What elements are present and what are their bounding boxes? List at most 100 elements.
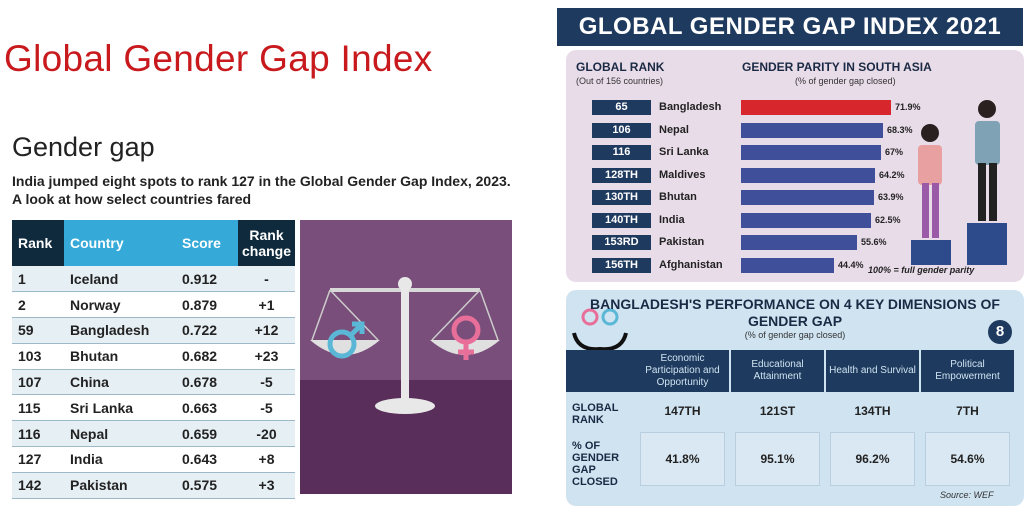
gender-gap-subtitle: India jumped eight spots to rank 127 in … [12,173,511,207]
country-label: Bangladesh [659,101,722,113]
col-header-rank-change: Rank change [238,220,295,266]
score-cell: 0.678 [176,369,238,396]
gap-closed-cell [925,432,1010,486]
rank-badge: 106 [592,122,651,138]
table-row: 116 Nepal 0.659 -20 [12,420,295,448]
bar-value-label: 55.6% [861,237,887,247]
country-cell: Nepal [64,420,176,448]
country-cell: China [64,369,176,396]
score-cell: 0.722 [176,317,238,344]
country-label: Afghanistan [659,258,723,271]
country-label: Sri Lanka [659,146,709,158]
global-rank-label: GLOBAL RANK [576,60,665,74]
country-label: Maldives [659,168,706,181]
country-label: India [659,213,685,226]
global-rank-value: 7TH [956,404,979,418]
rank-badge: 140TH [592,212,651,228]
dimension-header: Political Empowerment [921,350,1014,392]
rank-cell: 115 [12,394,64,422]
gap-closed-cell [830,432,915,486]
score-cell: 0.643 [176,446,238,473]
infographic-header: GLOBAL GENDER GAP INDEX 2021 [557,8,1023,46]
rank-badge: 153RD [592,235,651,250]
gap-closed-value: 96.2% [855,452,890,466]
col-header-score: Score [176,220,238,266]
table-row: 107 China 0.678 -5 [12,369,295,396]
rank-change-cell: +3 [238,472,295,499]
rank-badge: 116 [592,145,651,160]
gap-closed-value: 95.1% [760,452,795,466]
gap-closed-value: 54.6% [950,452,985,466]
parity-note: 100% = full gender parity [868,265,975,275]
gap-closed-value: 41.8% [665,452,700,466]
parity-label: GENDER PARITY IN SOUTH ASIA [742,60,932,74]
bar-value-label: 67% [885,147,904,157]
global-rank-sub: (Out of 156 countries) [576,76,664,86]
people-illustration [911,100,1007,265]
source-note: Source: WEF [940,490,994,500]
parity-bar [741,212,871,228]
score-cell: 0.682 [176,343,238,370]
bar-value-label: 63.9% [878,192,904,202]
table-row: 127 India 0.643 +8 [12,446,295,473]
rank-change-cell: -5 [238,394,295,422]
score-cell: 0.575 [176,472,238,499]
male-symbol-icon [327,321,365,359]
rank-badge: 130TH [592,190,651,205]
global-rank-value: 134TH [854,404,891,418]
scale-illustration [300,220,512,494]
gap-closed-cell [735,432,820,486]
global-rank-value: 121ST [759,404,796,418]
parity-bar [741,167,875,183]
rank-badge: 65 [592,100,651,115]
rank-table: Rank Country Score Rank change 1 Iceland 0… [12,220,295,499]
rank-cell: 142 [12,472,64,499]
col-header-rank: Rank [12,220,64,266]
row-label-global-rank: GLOBAL RANK [572,402,619,426]
table-corner [566,350,636,392]
rank-cell: 59 [12,317,64,344]
parity-bar [741,100,891,115]
bar-value-label: 71.9% [895,102,921,112]
country-label: Bhutan [659,191,697,203]
row-label-gap-closed: % OF GENDER GAP CLOSED [572,440,620,488]
table-row: 103 Bhutan 0.682 +23 [12,343,295,370]
rank-change-cell: +12 [238,317,295,344]
rank-cell: 116 [12,420,64,448]
table-row: 142 Pakistan 0.575 +3 [12,472,295,499]
main-title: Global Gender Gap Index [4,38,433,79]
bar-value-label: 64.2% [879,169,905,180]
bar-value-label: 62.5% [875,214,901,225]
parity-bar [741,235,857,250]
rank-badge: 156TH [592,257,651,273]
bar-value-label: 44.4% [838,259,864,270]
col-header-country: Country [64,220,176,266]
female-symbol-icon [451,315,481,360]
publisher-logo: 8 [988,320,1012,344]
country-cell: Iceland [64,266,176,293]
performance-title: BANGLADESH'S PERFORMANCE ON 4 KEY DIMENS… [590,296,1000,329]
country-label: Nepal [659,123,689,136]
score-cell: 0.659 [176,420,238,448]
country-cell: Bhutan [64,343,176,370]
rank-cell: 103 [12,343,64,370]
rank-change-cell: +8 [238,446,295,473]
score-cell: 0.912 [176,266,238,293]
table-row: 59 Bangladesh 0.722 +12 [12,317,295,344]
dimension-header: Health and Survival [826,350,919,392]
rank-change-cell: -20 [238,420,295,448]
bar-value-label: 68.3% [887,124,913,135]
performance-sub: (% of gender gap closed) [744,330,846,340]
parity-sub: (% of gender gap closed) [795,76,896,86]
table-row: 115 Sri Lanka 0.663 -5 [12,394,295,422]
country-cell: India [64,446,176,473]
rank-cell: 2 [12,291,64,319]
parity-bar [741,190,874,205]
rank-cell: 127 [12,446,64,473]
rank-change-cell: +23 [238,343,295,370]
table-row: 2 Norway 0.879 +1 [12,291,295,319]
rank-cell: 107 [12,369,64,396]
parity-bar [741,145,881,160]
rank-change-cell: -5 [238,369,295,396]
rank-change-cell: - [238,266,295,293]
